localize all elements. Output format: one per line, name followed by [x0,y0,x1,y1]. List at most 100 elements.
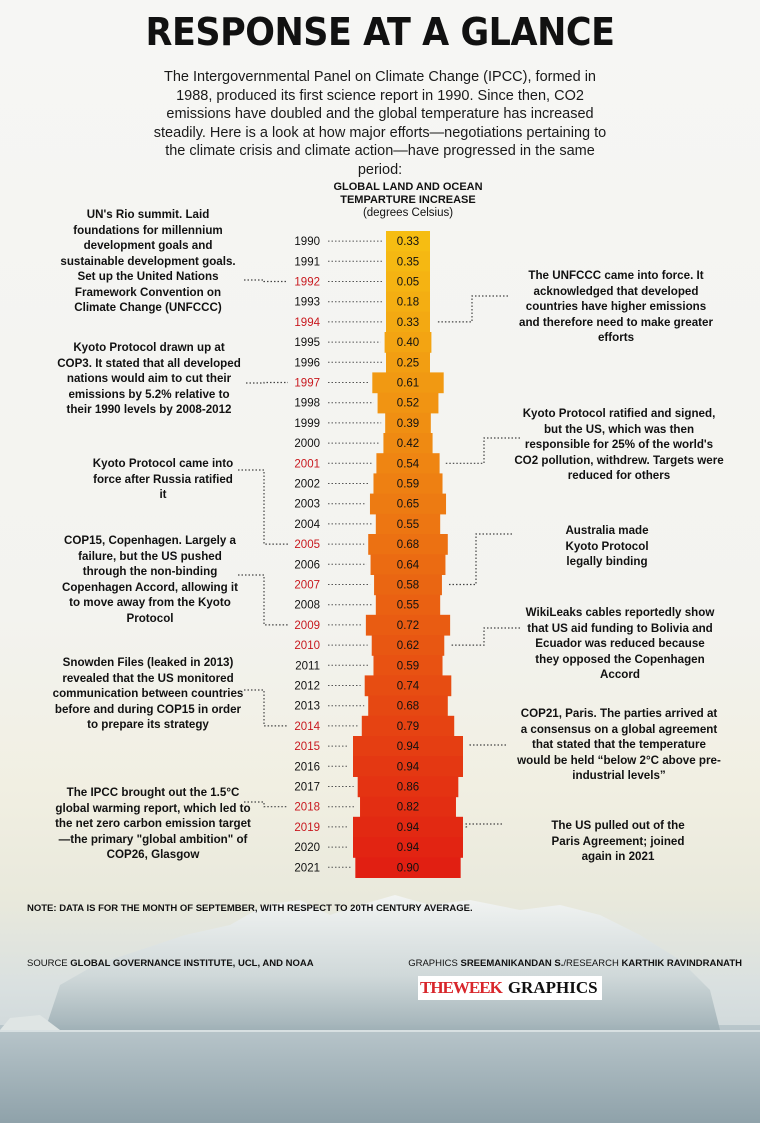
year-label-1991: 1991 [294,256,320,268]
year-label-1997: 1997 [294,378,320,390]
value-label-1996: 0.25 [397,357,419,369]
annotation-kyoto-in-force: Kyoto Protocol came into force after Rus… [92,457,234,501]
value-label-2012: 0.74 [397,681,420,693]
value-label-1993: 0.18 [397,297,419,309]
chart-title: GLOBAL LAND AND OCEAN TEMPARTURE INCREAS… [333,181,483,206]
bar-2020 [353,837,463,858]
year-label-2013: 2013 [294,701,320,713]
page-title: RESPONSE AT A GLANCE [145,10,615,54]
bar-1994 [386,311,430,333]
year-label-2004: 2004 [294,519,320,531]
leader-left-2014 [244,689,288,727]
annotation-australia: Australia made Kyoto Protocol legally bi… [565,524,649,568]
year-label-2003: 2003 [294,499,320,511]
value-label-2018: 0.82 [397,802,419,814]
value-label-2019: 0.94 [397,822,420,834]
value-label-2001: 0.54 [397,458,420,470]
value-label-2002: 0.59 [397,479,419,491]
bar-2009 [365,614,451,636]
value-label-1991: 0.35 [397,256,419,268]
leader-left-1997 [246,381,288,384]
value-label-1994: 0.33 [397,317,419,329]
bars [353,231,463,878]
bar-1998 [377,392,439,414]
year-label-1996: 1996 [294,357,320,369]
logo-graphics: GRAPHICS [505,976,602,1000]
year-label-2019: 2019 [294,822,320,834]
year-label-1995: 1995 [294,337,320,349]
year-label-2015: 2015 [294,741,320,753]
leader-right-2015 [469,744,506,747]
year-label-2021: 2021 [294,862,320,874]
bar-2013 [368,695,448,717]
annotation-kyoto-drawn-up: Kyoto Protocol drawn up at COP3. It stat… [57,341,241,416]
year-label-2011: 2011 [295,660,320,672]
year-label-2000: 2000 [294,438,320,450]
annotation-kyoto-ratified: Kyoto Protocol ratified and signed, but … [514,407,724,482]
year-label-1998: 1998 [294,398,320,410]
value-label-2020: 0.94 [397,842,420,854]
value-label-2007: 0.58 [397,580,419,592]
value-label-2017: 0.86 [397,782,419,794]
bar-1996 [386,352,430,373]
bar-1995 [384,332,432,353]
value-labels: 0.33 0.35 0.05 0.18 0.33 0.40 0.25 0.61 0.52 0.39… [397,236,420,874]
research-credit: KARTHIK RAVINDRANATH [621,958,743,969]
bar-2004 [375,513,441,535]
year-label-2014: 2014 [294,721,320,733]
year-label-2006: 2006 [294,559,320,571]
annotation-rio-summit: UN's Rio summit. Laid foundations for mi… [60,208,236,314]
year-label-2017: 2017 [294,782,320,794]
value-label-1999: 0.39 [397,418,419,430]
bar-2014 [361,715,455,737]
leader-right-1994 [436,295,508,323]
leader-left-1992 [244,279,288,283]
leader-left-2009 [238,574,288,626]
bar-2008 [375,594,441,616]
bar-2021 [355,857,461,878]
year-label-2005: 2005 [294,539,320,551]
theweek-logo: THEWEEK GRAPHICS [418,976,602,1000]
value-label-2016: 0.94 [397,761,420,773]
annotation-snowden: Snowden Files (leaked in 2013) revealed … [52,656,244,731]
year-label-2010: 2010 [294,640,320,652]
source-text: GLOBAL GOVERNANCE INSTITUTE, UCL, AND NO… [70,958,314,969]
annotation-ipcc-report: The IPCC brought out the 1.5°C global wa… [55,786,251,861]
bar-1990 [386,231,430,252]
bar-2005 [368,534,448,555]
year-label-1992: 1992 [294,277,320,289]
value-label-2013: 0.68 [397,701,419,713]
bar-2003 [369,493,447,515]
bar-2015 [353,736,463,757]
bar-2007 [374,574,442,596]
bar-2001 [376,453,440,474]
value-label-1997: 0.61 [397,378,419,390]
bar-2010 [371,635,445,656]
value-label-2011: 0.59 [397,660,419,672]
bar-2019 [353,816,463,838]
value-label-2009: 0.72 [397,620,419,632]
bar-2011 [373,655,443,676]
year-label-2001: 2001 [294,458,320,470]
bar-2012 [364,675,452,697]
year-label-2020: 2020 [294,842,320,854]
year-label-1993: 1993 [294,297,320,309]
value-label-2008: 0.55 [397,600,419,612]
year-label-1990: 1990 [294,236,320,248]
logo-theweek: THEWEEK [418,976,506,1000]
bar-2017 [357,776,459,798]
graphics-credit: SREEMANIKANDAN S. [460,958,564,969]
chart-header: GLOBAL LAND AND OCEAN TEMPARTURE INCREAS… [300,181,516,220]
annotation-cop21: COP21, Paris. The parties arrived at a c… [517,707,721,782]
leader-right-2007 [447,533,512,586]
credits-line: GRAPHICS SREEMANIKANDAN S./RESEARCH KART… [408,958,742,969]
value-label-1995: 0.40 [397,337,419,349]
leader-left-2005 [238,469,288,545]
annotation-wikileaks: WikiLeaks cables reportedly show that US… [525,606,715,681]
value-label-2006: 0.64 [397,559,420,571]
bar-2016 [353,756,463,777]
source-label: SOURCE [27,958,68,969]
value-label-2010: 0.62 [397,640,419,652]
year-labels: 1990 1991 1992 1993 1994 1995 1996 1997 1998 1999… [294,236,382,874]
